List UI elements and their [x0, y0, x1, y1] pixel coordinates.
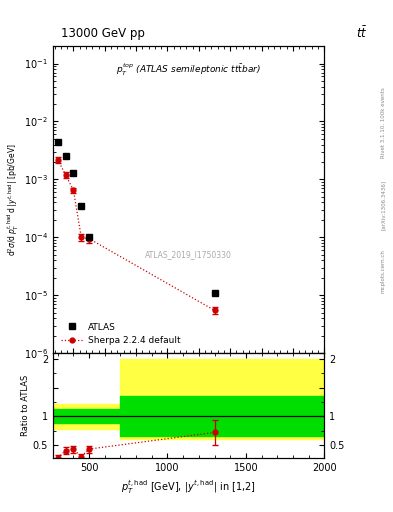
Text: $p_T^{top}$ (ATLAS semileptonic tt$\bar{\mathrm{t}}$bar): $p_T^{top}$ (ATLAS semileptonic tt$\bar{… [116, 61, 261, 78]
Text: $t\bar{t}$: $t\bar{t}$ [356, 26, 367, 41]
Y-axis label: $\mathrm{d}^2\sigma / \mathrm{d}\,p_T^{t,\mathrm{had}}\,\mathrm{d}\,|y^{t,\mathr: $\mathrm{d}^2\sigma / \mathrm{d}\,p_T^{t… [6, 143, 21, 256]
Y-axis label: Ratio to ATLAS: Ratio to ATLAS [21, 375, 30, 436]
Text: 13000 GeV pp: 13000 GeV pp [61, 27, 145, 40]
Legend: ATLAS, Sherpa 2.2.4 default: ATLAS, Sherpa 2.2.4 default [57, 319, 184, 349]
Text: mcplots.cern.ch: mcplots.cern.ch [381, 249, 386, 293]
Text: Rivet 3.1.10, 100k events: Rivet 3.1.10, 100k events [381, 88, 386, 158]
X-axis label: $p_T^{t,\mathrm{had}}$ [GeV], $|y^{t,\mathrm{had}}|$ in [1,2]: $p_T^{t,\mathrm{had}}$ [GeV], $|y^{t,\ma… [121, 479, 256, 496]
Text: ATLAS_2019_I1750330: ATLAS_2019_I1750330 [145, 250, 232, 260]
Text: [arXiv:1306.3436]: [arXiv:1306.3436] [381, 180, 386, 230]
